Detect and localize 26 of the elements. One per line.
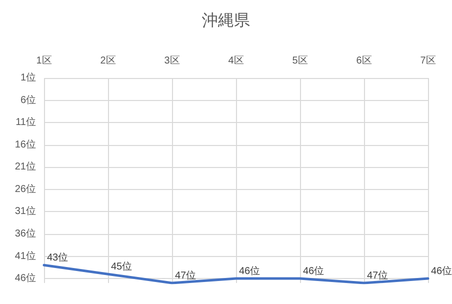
y-tick-label: 36位 <box>14 227 36 240</box>
y-tick-label: 11位 <box>16 116 36 128</box>
y-tick-label: 31位 <box>14 205 36 218</box>
data-label: 47位 <box>175 270 196 282</box>
data-label: 46位 <box>303 265 324 278</box>
x-tick-label: 6区 <box>356 56 372 66</box>
data-label: 43位 <box>47 252 68 264</box>
data-label: 46位 <box>239 265 260 278</box>
x-tick-label: 5区 <box>292 56 308 66</box>
x-tick-label: 1区 <box>36 56 52 66</box>
x-tick-label: 4区 <box>228 56 244 66</box>
y-tick-label: 1位 <box>20 72 36 84</box>
y-tick-label: 6位 <box>20 94 36 106</box>
chart-title: 沖縄県 <box>202 12 250 30</box>
y-tick-label: 16位 <box>14 138 36 150</box>
line-series <box>42 264 430 284</box>
data-label: 45位 <box>111 260 132 273</box>
data-label: 46位 <box>431 265 452 278</box>
data-label: 47位 <box>367 270 388 282</box>
x-tick-label: 7区 <box>420 56 436 66</box>
x-tick-label: 3区 <box>164 56 180 66</box>
y-tick-label: 46位 <box>14 272 36 284</box>
y-tick-label: 41位 <box>14 250 36 262</box>
y-tick-label: 21位 <box>14 160 36 173</box>
x-tick-label: 2区 <box>100 56 116 66</box>
y-tick-label: 26位 <box>14 182 36 195</box>
